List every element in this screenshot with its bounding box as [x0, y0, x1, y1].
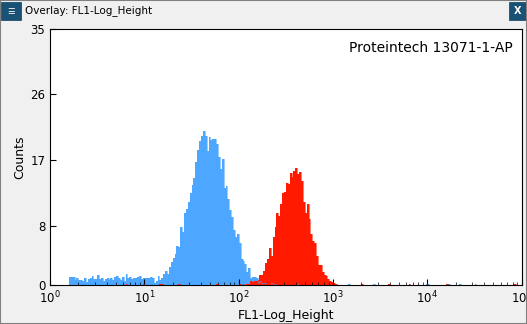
Text: Overlay: FL1-Log_Height: Overlay: FL1-Log_Height: [25, 6, 152, 17]
Polygon shape: [50, 168, 522, 285]
FancyBboxPatch shape: [509, 2, 526, 20]
Text: ☰: ☰: [7, 6, 15, 16]
FancyBboxPatch shape: [1, 2, 21, 20]
Polygon shape: [50, 131, 522, 285]
Text: Proteintech 13071-1-AP: Proteintech 13071-1-AP: [348, 41, 512, 55]
Text: X: X: [513, 6, 521, 16]
X-axis label: FL1-Log_Height: FL1-Log_Height: [238, 309, 334, 322]
Y-axis label: Counts: Counts: [13, 135, 26, 179]
